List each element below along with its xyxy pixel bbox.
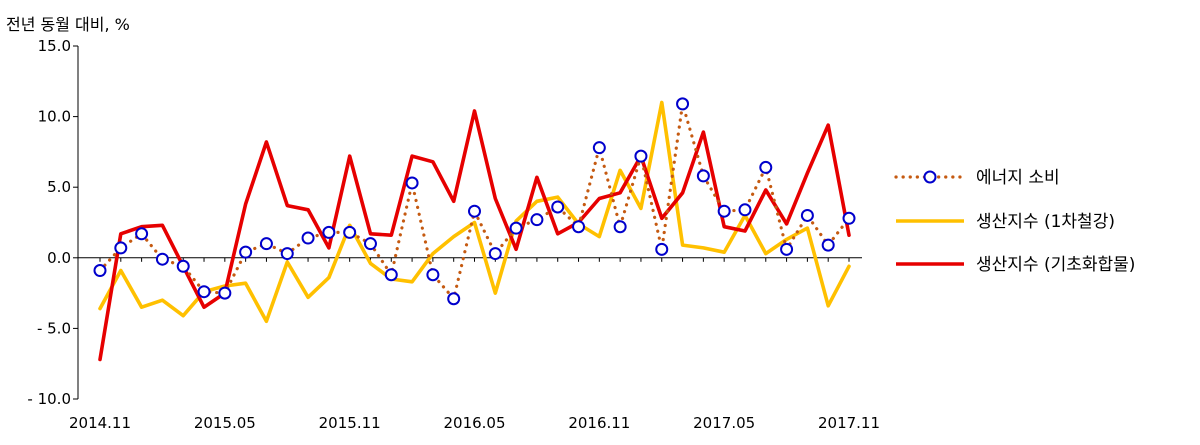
x-tick-label: 2017.05 — [693, 414, 755, 432]
data-point-energy — [572, 220, 586, 234]
legend-label: 생산지수 (기초화합물) — [976, 255, 1135, 275]
data-point-energy — [551, 200, 565, 214]
series-line-energy — [98, 102, 851, 301]
data-point-energy — [468, 204, 481, 218]
y-tick-label: 5.0 — [47, 178, 71, 196]
data-point-energy — [280, 247, 294, 261]
x-tick-label: 2014.11 — [69, 414, 131, 432]
data-point-energy — [592, 141, 606, 155]
x-tick-label: 2016.11 — [568, 414, 630, 432]
data-point-energy — [800, 208, 814, 222]
data-point-energy — [218, 286, 232, 300]
data-point-energy — [696, 169, 710, 183]
data-point-energy — [634, 149, 648, 163]
data-point-energy — [509, 221, 523, 235]
data-point-energy — [239, 245, 253, 259]
data-point-energy — [717, 204, 731, 218]
data-point-energy — [530, 213, 544, 227]
data-point-energy — [426, 268, 440, 282]
data-point-energy — [197, 285, 211, 299]
x-tick-label: 2015.05 — [194, 414, 256, 432]
y-axis-label: 전년 동월 대비, % — [6, 15, 130, 34]
data-point-energy — [343, 225, 357, 239]
data-point-energy — [613, 220, 627, 234]
y-tick-label: - 5.0 — [37, 319, 71, 337]
x-tick-label: 2016.05 — [443, 414, 505, 432]
data-point-energy — [155, 252, 169, 266]
data-point-energy — [447, 292, 461, 306]
data-point-energy — [759, 160, 773, 174]
data-point-energy — [322, 225, 336, 239]
y-tick-label: 10.0 — [38, 108, 71, 126]
data-point-energy — [655, 242, 669, 256]
series-layer — [93, 97, 856, 362]
data-point-energy — [363, 237, 377, 251]
legend-label: 에너지 소비 — [976, 168, 1060, 188]
legend-marker-energy — [923, 170, 937, 184]
x-tick-label: 2017.11 — [818, 414, 880, 432]
series-2 — [98, 109, 851, 362]
y-tick-label: 0.0 — [47, 249, 71, 267]
data-point-energy — [114, 241, 128, 255]
data-point-energy — [405, 176, 419, 190]
data-point-energy — [176, 259, 190, 273]
data-point-energy — [821, 238, 835, 252]
data-point-energy — [842, 211, 856, 225]
data-point-energy — [135, 227, 149, 241]
data-point-energy — [676, 97, 690, 111]
x-tick-label: 2015.11 — [319, 414, 381, 432]
data-point-energy — [259, 237, 273, 251]
series-0 — [93, 97, 856, 306]
data-point-energy — [488, 247, 502, 261]
y-tick-label: 15.0 — [38, 37, 71, 55]
axes: 15.0 10.0 5.0 0.0 - 5.0 - 10.0 2014.11 2015.05 2… — [27, 37, 880, 432]
data-point-energy — [93, 264, 107, 278]
legend-label: 생산지수 (1차철강) — [976, 212, 1115, 232]
data-point-energy — [780, 242, 794, 256]
data-point-energy — [384, 268, 398, 282]
series-line-chemical — [98, 109, 851, 362]
data-point-energy — [738, 203, 752, 217]
y-tick-label: - 10.0 — [27, 390, 71, 408]
data-point-energy — [301, 231, 315, 245]
